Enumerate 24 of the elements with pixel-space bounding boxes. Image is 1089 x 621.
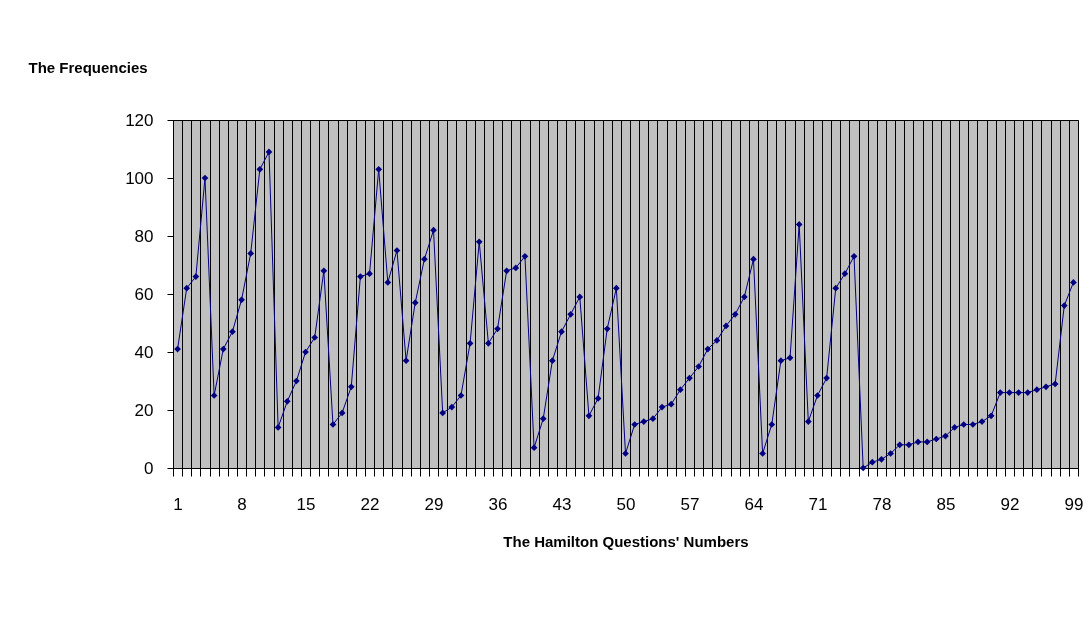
x-axis-title: The Hamilton Questions' Numbers — [503, 532, 749, 550]
x-tick-label: 85 — [936, 494, 956, 514]
x-tick-label: 22 — [360, 494, 380, 514]
x-tick-label: 50 — [616, 494, 636, 514]
y-tick-label: 0 — [144, 458, 154, 478]
y-tick-label: 20 — [134, 400, 154, 420]
y-tick-label: 40 — [134, 342, 154, 362]
x-tick-label: 8 — [237, 494, 247, 514]
x-tick-label: 29 — [424, 494, 444, 514]
x-tick-label: 43 — [552, 494, 572, 514]
x-tick-label: 1 — [173, 494, 183, 514]
x-tick-label: 64 — [744, 494, 764, 514]
x-tick-label: 36 — [488, 494, 508, 514]
x-tick-label: 78 — [872, 494, 892, 514]
x-tick-label: 57 — [680, 494, 700, 514]
x-tick-label: 15 — [296, 494, 316, 514]
x-tick-label: 99 — [1064, 494, 1084, 514]
x-tick-label: 92 — [1000, 494, 1020, 514]
y-axis-title: The Frequencies — [28, 58, 148, 76]
y-tick-label: 80 — [134, 226, 154, 246]
y-tick-label: 120 — [125, 110, 154, 130]
y-tick-label: 100 — [125, 168, 154, 188]
y-tick-label: 60 — [134, 284, 154, 304]
x-tick-label: 71 — [808, 494, 828, 514]
